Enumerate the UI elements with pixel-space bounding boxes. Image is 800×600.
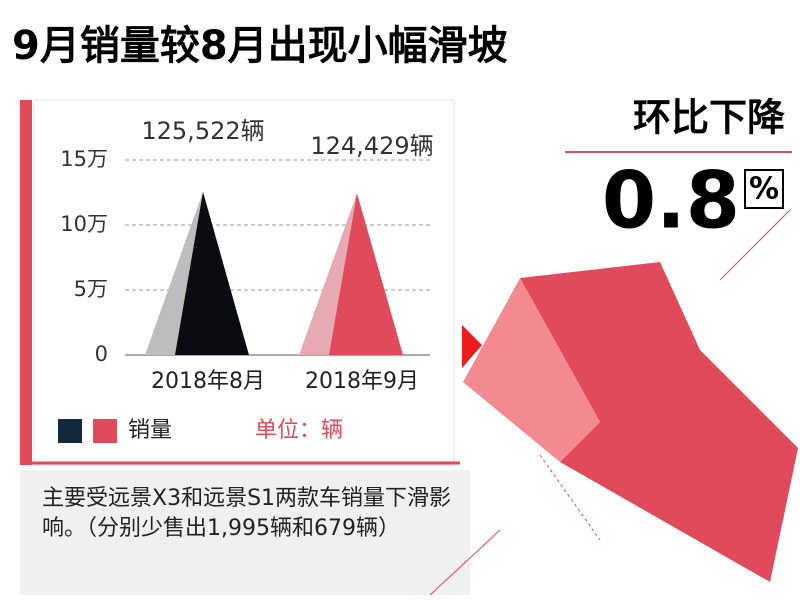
deco-line bbox=[429, 529, 501, 596]
value-label: 125,522辆 bbox=[141, 117, 264, 145]
legend-swatch bbox=[58, 419, 82, 443]
unit-box bbox=[744, 169, 784, 209]
change-label: 环比下降 bbox=[633, 96, 785, 140]
x-tick-label: 2018年8月 bbox=[151, 369, 265, 394]
value-label: 124,429辆 bbox=[310, 132, 433, 160]
card bbox=[33, 99, 455, 466]
change-unit: % bbox=[749, 172, 779, 207]
y-tick-label: 10万 bbox=[60, 212, 108, 236]
card-accent bbox=[20, 100, 32, 465]
legend-label: 销量 bbox=[128, 418, 172, 443]
note-bg bbox=[20, 470, 470, 595]
y-tick-label: 15万 bbox=[60, 147, 108, 171]
note: 主要受远景X3和远景S1两款车销量下滑影响。（分别少售出1,995辆和679辆） bbox=[42, 486, 452, 541]
pyramid bbox=[329, 193, 403, 355]
deco-line bbox=[719, 209, 791, 281]
arrow bbox=[520, 262, 798, 582]
change-value: 0.8 bbox=[602, 156, 740, 246]
legend-swatch bbox=[93, 419, 117, 443]
x-tick-label: 2018年9月 bbox=[305, 369, 419, 394]
pyramid bbox=[175, 191, 249, 355]
arrow-face bbox=[463, 278, 600, 462]
deco-line bbox=[539, 454, 601, 541]
unit-label: 单位：辆 bbox=[255, 418, 343, 443]
y-tick-label: 0 bbox=[95, 342, 108, 366]
chart-title: 9月销量较8月出现小幅滑坡 bbox=[12, 23, 508, 69]
arrow-tip bbox=[462, 325, 482, 368]
y-tick-label: 5万 bbox=[74, 277, 108, 301]
